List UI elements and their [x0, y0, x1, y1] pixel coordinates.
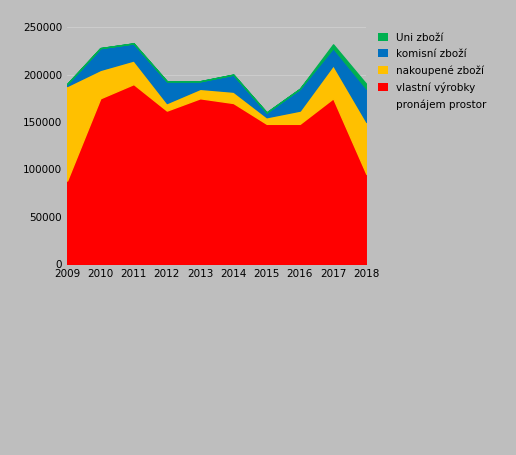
Legend: Uni zboží, komisní zboží, nakoupené zboží, vlastní výrobky, pronájem prostor: Uni zboží, komisní zboží, nakoupené zbož… [378, 32, 487, 110]
